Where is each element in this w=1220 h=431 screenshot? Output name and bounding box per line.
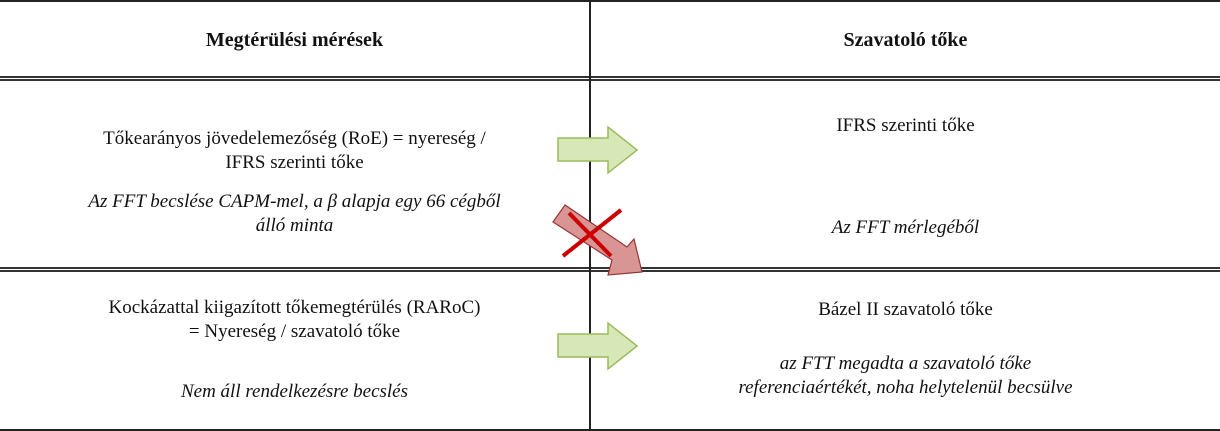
top-border [0,0,1220,2]
header-left: Megtérülési mérések [205,29,384,51]
header-divider [0,76,1220,81]
raroc-line-1: Kockázattal kiigazított tőkemegtérülés (… [108,297,481,318]
header-right: Szavatoló tőke [843,29,968,51]
roe-note-line-2: álló minta [255,215,334,236]
ifrs-capital: IFRS szerinti tőke [836,115,975,136]
basel-note: az FTT megadta a szavatoló tőke referenc… [591,352,1220,400]
raroc-definition: Kockázattal kiigazított tőkemegtérülés (… [0,296,589,344]
bottom-border [0,429,1220,431]
cross-icon [561,208,623,258]
raroc-line-2: = Nyereség / szavatoló tőke [188,321,401,342]
green-arrow-icon [557,125,639,175]
roe-note: Az FFT becslése CAPM-mel, a β alapja egy… [0,190,589,238]
basel-note-line-1: az FTT megadta a szavatoló tőke [779,353,1032,374]
ifrs-note: Az FFT mérlegéből [831,217,980,238]
green-arrow-icon [557,321,639,371]
column-divider [589,0,591,431]
roe-note-line-1: Az FFT becslése CAPM-mel, a β alapja egy… [88,191,501,212]
roe-line-1: Tőkearányos jövedelemezőség (RoE) = nyer… [103,128,486,149]
roe-line-2: IFRS szerinti tőke [225,152,364,173]
basel-note-line-2: referenciaértékét, noha helytelenül becs… [738,377,1073,398]
raroc-note: Nem áll rendelkezésre becslés [180,381,409,402]
basel-capital: Bázel II szavatoló tőke [818,299,993,320]
roe-definition: Tőkearányos jövedelemezőség (RoE) = nyer… [0,127,589,175]
